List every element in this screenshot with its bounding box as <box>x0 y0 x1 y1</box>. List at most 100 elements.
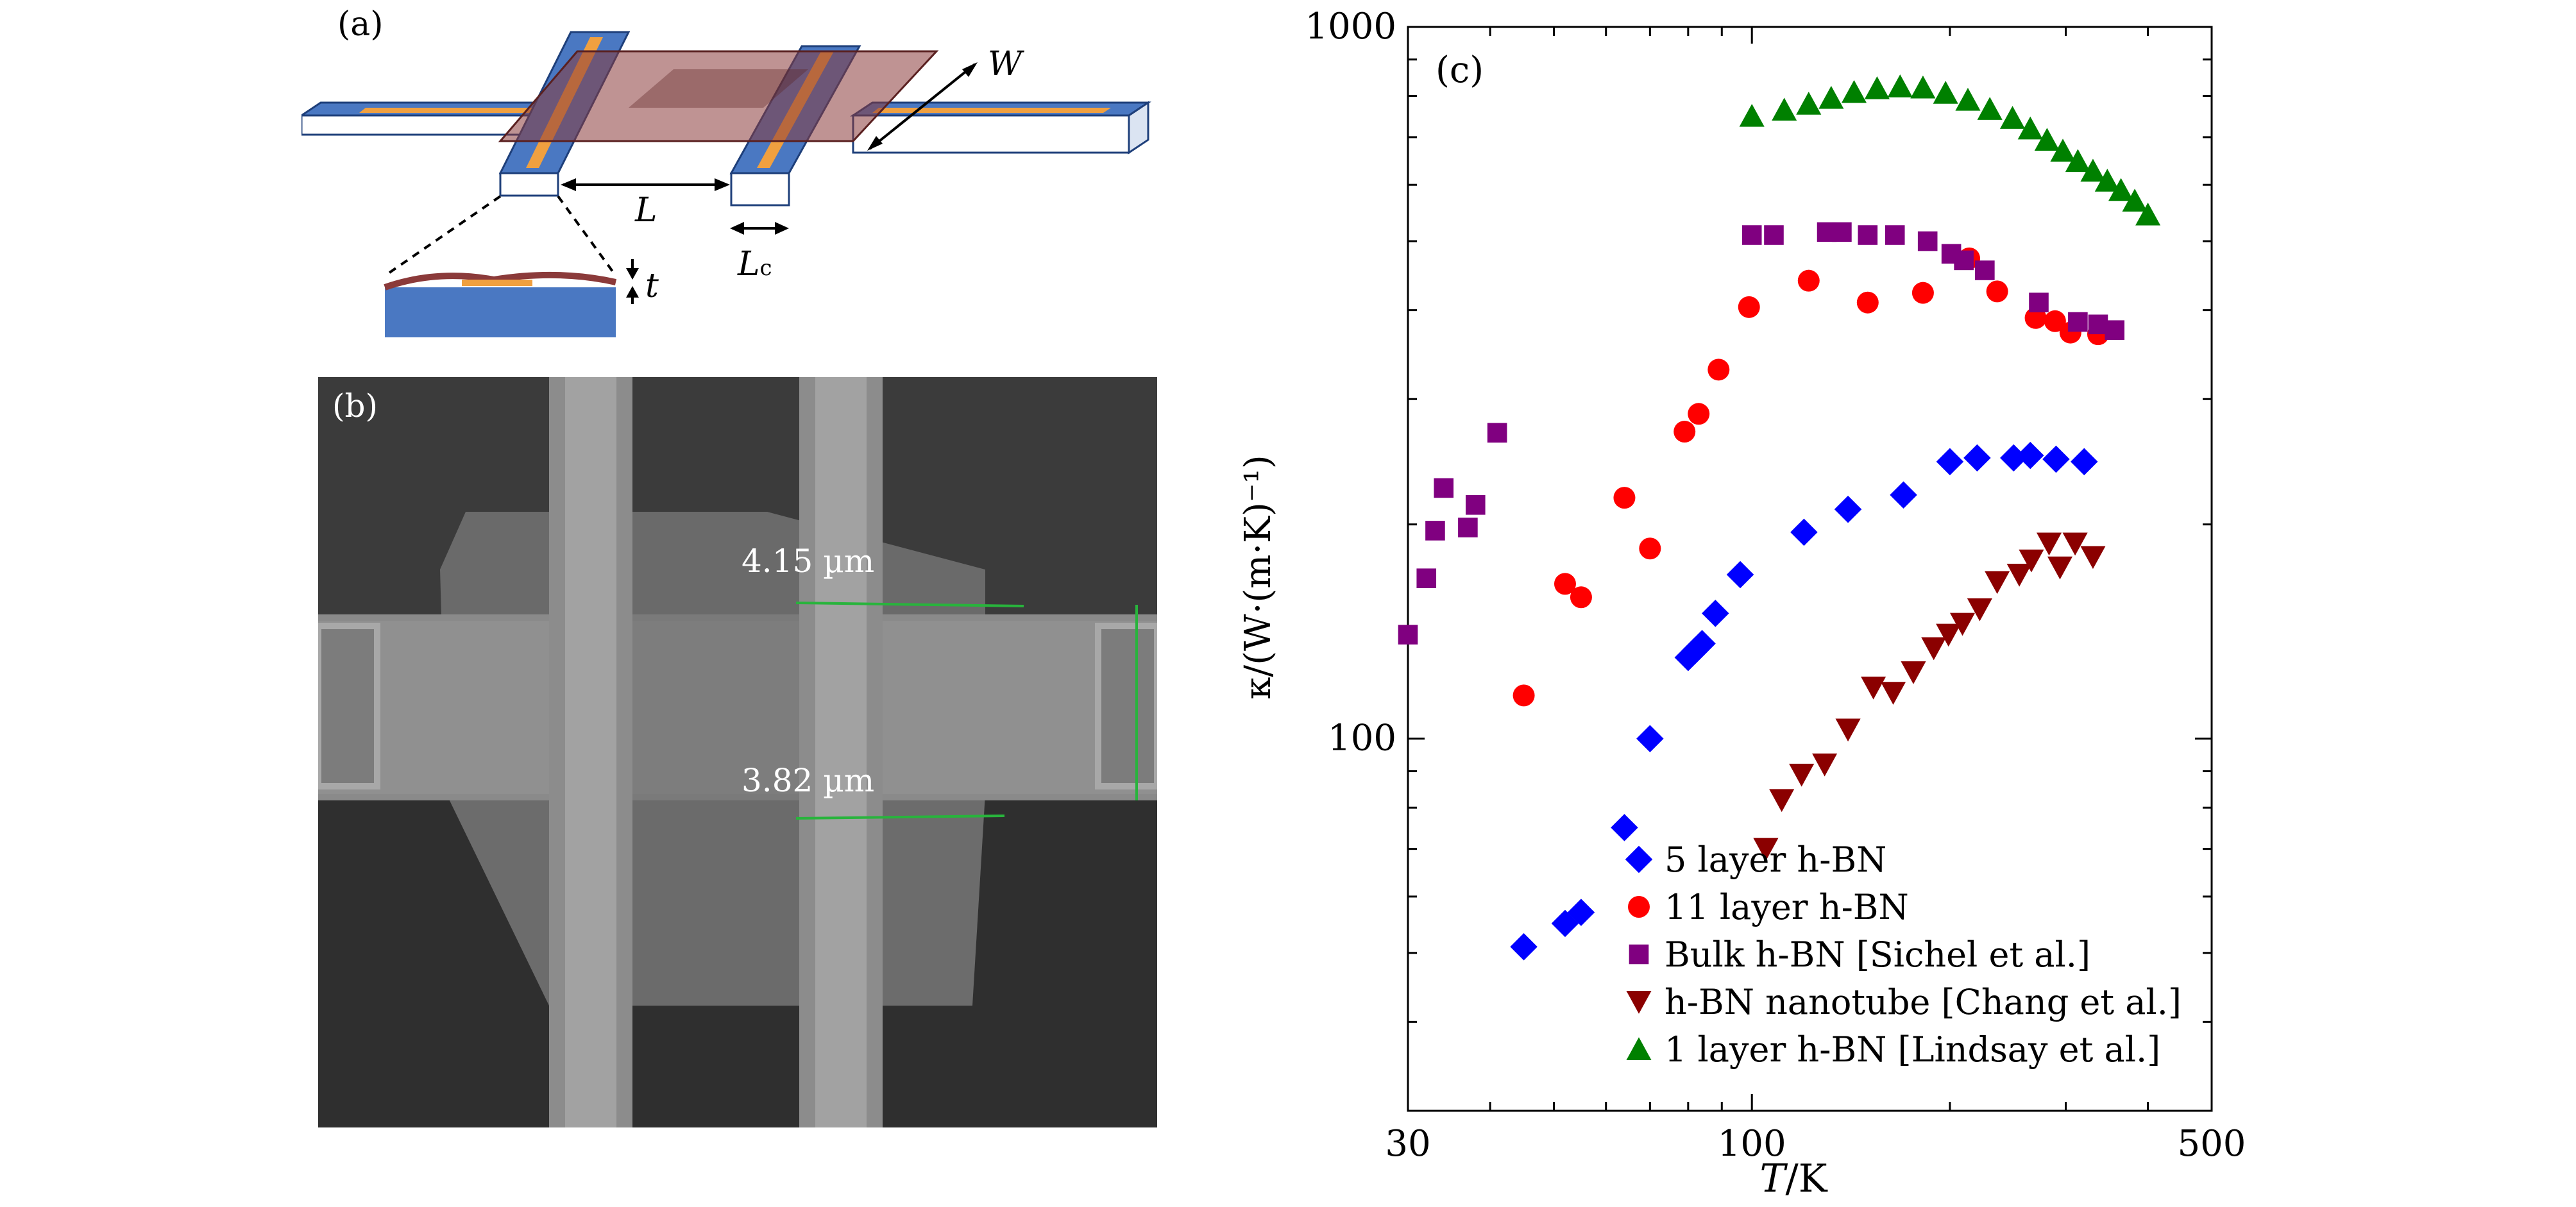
data-point <box>1639 537 1661 560</box>
data-point <box>1861 676 1886 700</box>
legend-entry: 5 layer h-BN <box>1665 840 1886 880</box>
data-point <box>2050 139 2076 162</box>
data-point <box>1636 725 1664 752</box>
data-point <box>1986 280 2008 303</box>
data-point <box>1674 421 1696 443</box>
data-point <box>1434 478 1454 498</box>
legend-marker <box>1626 991 1652 1014</box>
legend-entry: 1 layer h-BN [Lindsay et al.] <box>1665 1029 2160 1070</box>
legend-entry: h-BN nanotube [Chang et al.] <box>1665 982 2182 1022</box>
data-point <box>2044 310 2066 332</box>
data-point <box>2036 532 2062 556</box>
data-point <box>2024 307 2047 329</box>
data-point <box>2047 556 2073 580</box>
series-1 <box>1513 247 2109 707</box>
legend-marker <box>1626 1037 1652 1060</box>
series-4 <box>1739 74 2161 226</box>
panel-c-label: (c) <box>1436 49 1484 91</box>
data-marks <box>1398 74 2161 961</box>
data-point <box>1797 269 1820 292</box>
device-schematic: (a) W L Lc t <box>298 0 1161 359</box>
contact-length-label: Lc <box>738 245 772 283</box>
measurement-bottom: 3.82 µm <box>741 762 875 799</box>
data-point <box>1911 282 1934 304</box>
data-point <box>1458 518 1478 537</box>
data-point <box>1688 403 1710 425</box>
x-axis-label: T/K <box>1759 1156 1827 1201</box>
data-point <box>2029 292 2049 313</box>
data-point <box>1567 899 1595 926</box>
data-point <box>1975 260 1995 280</box>
data-point <box>1936 448 1964 476</box>
axis-ticks <box>1407 26 2213 1112</box>
axis-tick-labels: 30 100 500 100 1000 <box>1305 6 2246 1165</box>
data-point <box>1856 291 1879 314</box>
thickness-dimension-label: t <box>645 267 659 305</box>
data-point <box>1790 518 1818 546</box>
data-point <box>1398 625 1418 645</box>
data-point <box>1999 106 2026 129</box>
data-point <box>2017 116 2043 140</box>
legend-entry: Bulk h-BN [Sichel et al.] <box>1665 934 2090 975</box>
data-point <box>1864 76 1890 99</box>
data-point <box>1425 521 1445 541</box>
data-point <box>1789 763 1815 787</box>
data-point <box>1487 423 1507 443</box>
data-point <box>2080 546 2106 570</box>
data-point <box>1513 684 1535 707</box>
data-point <box>1818 85 1844 109</box>
data-point <box>2006 564 2032 587</box>
legend-entry: 11 layer h-BN <box>1665 887 1909 927</box>
data-point <box>2094 169 2120 192</box>
data-point <box>1772 97 1797 121</box>
data-point <box>1753 838 1779 861</box>
data-point <box>1739 103 1765 127</box>
data-point <box>2108 178 2134 201</box>
data-point <box>1707 359 1730 381</box>
data-point <box>1769 789 1795 813</box>
x-tick-label: 500 <box>2178 1123 2246 1165</box>
data-point <box>2105 320 2125 341</box>
plot-frame <box>1407 26 2213 1112</box>
data-point <box>1880 682 1906 705</box>
data-point <box>1835 718 1861 742</box>
data-point <box>2034 128 2060 151</box>
measurement-top: 4.15 µm <box>741 543 875 580</box>
data-point <box>1841 80 1867 103</box>
data-point <box>1910 75 1936 99</box>
data-point <box>2062 532 2088 556</box>
data-point <box>1465 495 1486 515</box>
series-2 <box>1398 222 2125 645</box>
thermal-conductivity-chart: 30 100 500 100 1000 (c) T/K κ/(W·(m·K)⁻¹) 5 … <box>1219 0 2576 1204</box>
data-point <box>1832 222 1852 242</box>
chart-svg: 30 100 500 100 1000 (c) T/K κ/(W·(m·K)⁻¹) 5 … <box>1237 6 2246 1201</box>
data-point <box>1890 481 1917 509</box>
data-point <box>1921 637 1947 661</box>
data-point <box>1738 296 1760 318</box>
data-point <box>1812 753 1838 777</box>
data-point <box>1416 568 1437 589</box>
data-point <box>1963 444 1991 472</box>
x-tick-label: 100 <box>1718 1123 1786 1165</box>
data-point <box>1702 600 1729 627</box>
length-dimension-label: L <box>635 191 657 230</box>
series-0 <box>1510 441 2098 961</box>
data-point <box>1901 661 1926 684</box>
data-point <box>1611 814 1638 841</box>
panel-b-label: (b) <box>332 387 378 425</box>
data-point <box>2068 312 2088 332</box>
data-point <box>1613 487 1636 509</box>
data-point <box>1917 231 1938 251</box>
data-point <box>1858 225 1878 245</box>
data-point <box>1985 571 2010 595</box>
legend-marker <box>1625 845 1653 874</box>
data-point <box>1796 92 1822 115</box>
series-3 <box>1753 532 2106 861</box>
data-point <box>2000 444 2028 472</box>
data-point <box>1967 598 1992 621</box>
data-point <box>1933 81 1958 104</box>
data-point <box>1936 623 1962 647</box>
data-point <box>1955 87 1981 111</box>
data-point <box>2122 189 2148 212</box>
data-point <box>2065 149 2090 173</box>
